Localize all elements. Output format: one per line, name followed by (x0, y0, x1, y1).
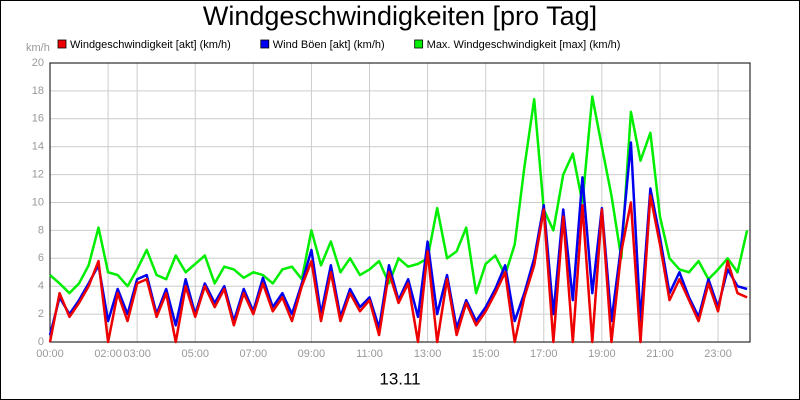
plot-border (49, 62, 751, 343)
legend-swatch (414, 39, 424, 49)
x-tick-label: 03:00 (123, 348, 151, 360)
x-tick-label: 00:00 (36, 348, 64, 360)
x-tick-label: 23:00 (704, 348, 732, 360)
y-tick-label: 18 (32, 85, 44, 97)
chart-title: Windgeschwindigkeiten [pro Tag] (203, 1, 597, 31)
x-tick-label: 15:00 (472, 348, 500, 360)
x-tick-label: 02:00 (94, 348, 122, 360)
x-tick-label: 07:00 (240, 348, 268, 360)
legend-swatch (57, 39, 67, 49)
x-tick-label: 13:00 (414, 348, 442, 360)
y-tick-label: 8 (38, 224, 44, 236)
y-tick-label: 12 (32, 169, 44, 181)
y-tick-label: 20 (32, 57, 44, 69)
legend-label: Wind Böen [akt] (km/h) (273, 39, 385, 51)
x-tick-label: 11:00 (356, 348, 383, 360)
y-tick-label: 4 (38, 280, 44, 292)
legend-swatch (260, 39, 270, 49)
y-tick-label: 2 (38, 308, 44, 320)
y-tick-label: 16 (32, 113, 44, 125)
y-unit: km/h (26, 42, 50, 54)
legend-label: Max. Windgeschwindigkeit [max] (km/h) (427, 39, 621, 51)
x-tick-label: 17:00 (530, 348, 558, 360)
y-tick-label: 14 (32, 141, 44, 153)
x-tick-label: 21:00 (646, 348, 674, 360)
y-tick-label: 0 (38, 336, 44, 348)
y-tick-label: 6 (38, 252, 44, 264)
x-tick-label: 09:00 (298, 348, 326, 360)
series-line (48, 194, 748, 344)
x-tick-label: 05:00 (181, 348, 209, 360)
series-line (49, 95, 749, 295)
x-tick-label: 19:00 (588, 348, 616, 360)
y-tick-label: 10 (32, 196, 44, 208)
legend-label: Windgeschwindigkeit [akt] (km/h) (70, 39, 231, 51)
x-label: 13.11 (379, 369, 420, 388)
